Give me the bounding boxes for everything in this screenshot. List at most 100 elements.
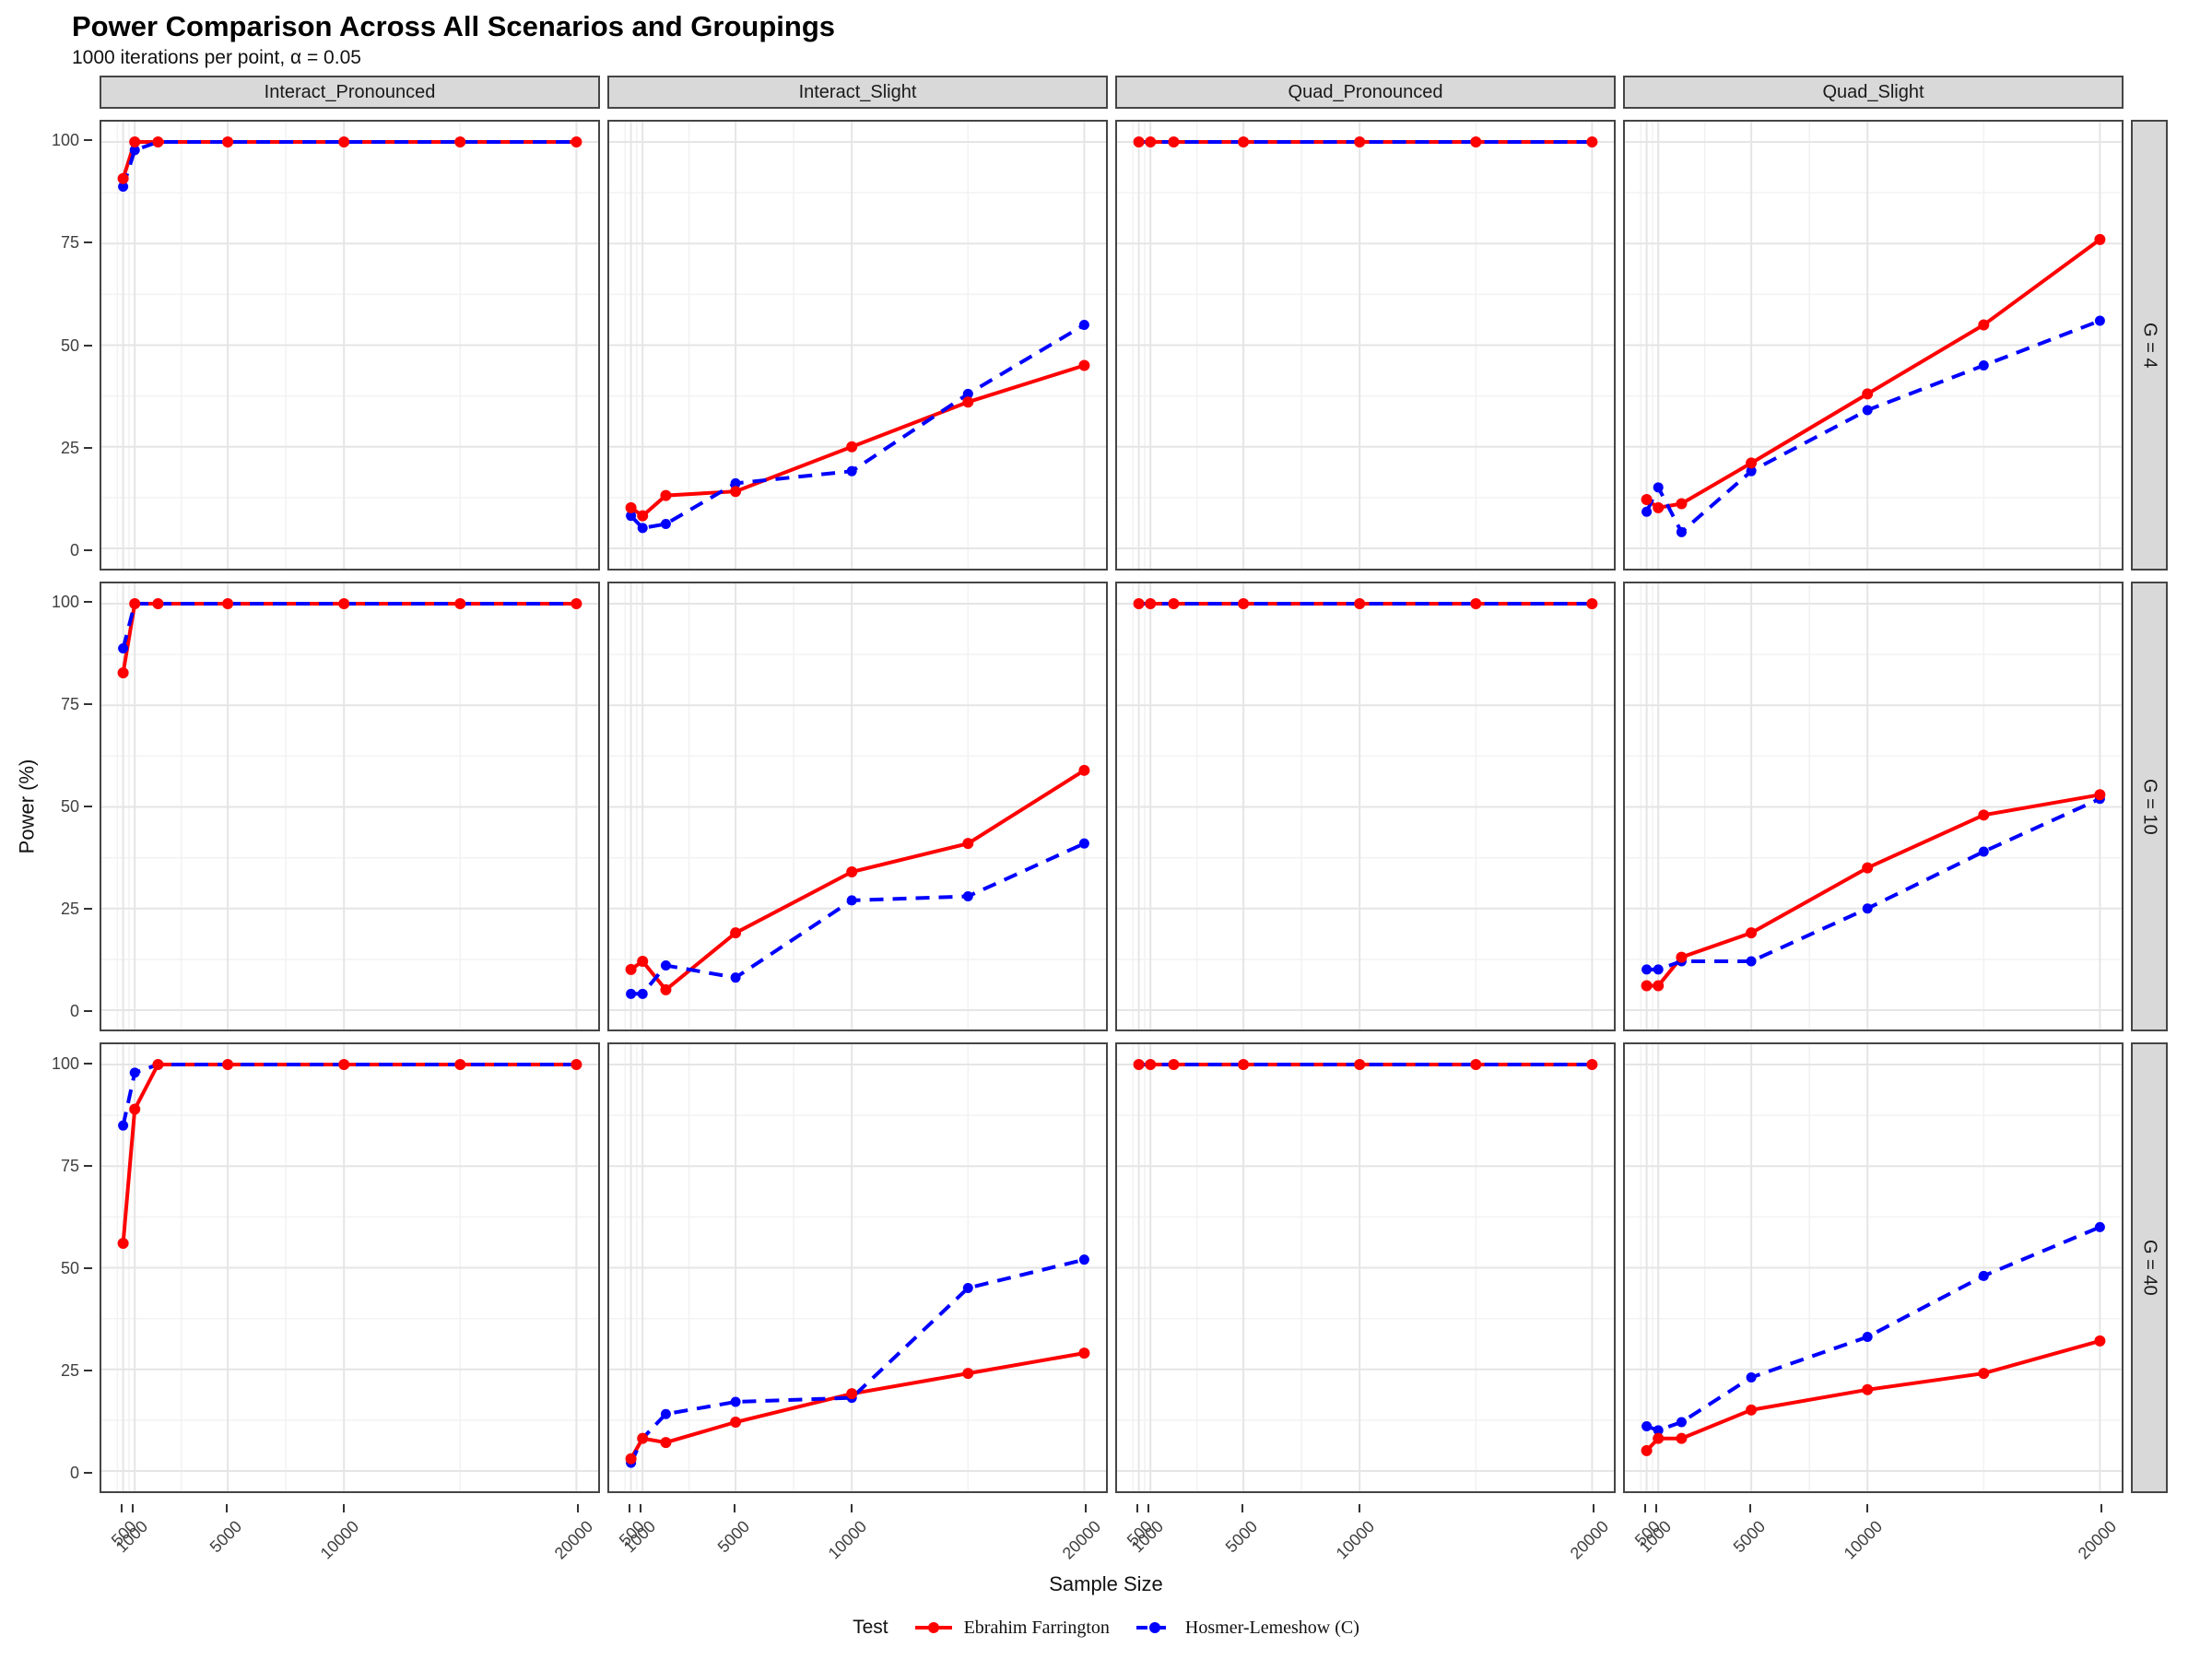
row-strip: G = 40 (2131, 1042, 2168, 1493)
y-tick-label: 100 (51, 1053, 79, 1073)
facet-panel (1623, 120, 2124, 571)
x-tick-mark (1749, 1503, 1752, 1512)
y-tick-label: 25 (60, 900, 79, 919)
page-subtitle: 1000 iterations per point, α = 0.05 (72, 47, 361, 68)
col-strip-label: Interact_Pronounced (264, 81, 436, 102)
x-tick-label: 10000 (316, 1516, 363, 1563)
col-strip-label: Interact_Slight (798, 81, 917, 102)
x-tick-mark (640, 1503, 642, 1512)
y-tick-mark (84, 1266, 92, 1269)
y-tick-mark (84, 1062, 92, 1065)
x-axis-title: Sample Size (1049, 1572, 1163, 1595)
x-tick-mark (343, 1503, 346, 1512)
legend-item-label: Hosmer-Lemeshow (C) (1184, 1617, 1359, 1638)
x-tick-mark (851, 1503, 853, 1512)
x-tick-label: 5000 (713, 1516, 754, 1557)
x-tick-label: 10000 (1840, 1516, 1887, 1563)
x-tick-mark (1593, 1503, 1595, 1512)
col-strip: Interact_Slight (607, 76, 1108, 109)
col-strip-label: Quad_Pronounced (1288, 81, 1443, 102)
facet-panel (100, 1042, 600, 1493)
y-tick-mark (84, 1010, 92, 1013)
x-tick-mark (1655, 1503, 1658, 1512)
x-tick-label: 5000 (1221, 1516, 1262, 1557)
facet-panel (100, 581, 600, 1032)
legend-title: Test (853, 1617, 888, 1638)
x-tick-mark (734, 1503, 736, 1512)
y-tick-mark (84, 139, 92, 142)
x-tick-gutter: 500 1000 5000 10000 20000 (100, 1503, 600, 1572)
legend: Test Ebrahim Farrington Hosmer-Lemeshow (… (0, 1604, 2212, 1652)
legend-key-ef (914, 1622, 952, 1633)
y-tick-label: 0 (69, 1002, 79, 1021)
y-tick-mark (84, 703, 92, 706)
col-strip: Quad_Slight (1623, 76, 2124, 109)
x-tick-label: 20000 (1566, 1516, 1613, 1563)
y-tick-label: 75 (60, 1156, 79, 1175)
y-tick-label: 25 (60, 1360, 79, 1380)
y-tick-mark (84, 241, 92, 244)
y-tick-label: 75 (60, 695, 79, 714)
x-tick-label: 1000 (112, 1516, 152, 1557)
col-strip: Interact_Pronounced (100, 76, 600, 109)
x-tick-mark (1866, 1503, 1869, 1512)
y-tick-label: 0 (69, 540, 79, 559)
row-strip-label: G = 10 (2139, 778, 2160, 835)
y-tick-mark (84, 1472, 92, 1475)
page-title: Power Comparison Across All Scenarios an… (72, 10, 835, 42)
x-tick-label: 10000 (824, 1516, 871, 1563)
y-tick-mark (84, 548, 92, 551)
y-tick-mark (84, 1164, 92, 1167)
facet-panel (1623, 1042, 2124, 1493)
y-tick-label: 75 (60, 233, 79, 253)
y-tick-mark (84, 908, 92, 911)
y-tick-gutter: 0 25 50 75 100 (50, 582, 92, 1032)
facet-panel (1623, 581, 2124, 1032)
x-tick-mark (120, 1503, 123, 1512)
x-tick-mark (226, 1503, 229, 1512)
x-tick-mark (628, 1503, 630, 1512)
y-tick-gutter: 0 25 50 75 100 (50, 1042, 92, 1493)
y-tick-mark (84, 806, 92, 808)
facet-panel (607, 1042, 1108, 1493)
x-tick-mark (132, 1503, 135, 1512)
legend-item: Ebrahim Farrington (912, 1617, 1110, 1639)
x-tick-label: 1000 (1636, 1516, 1676, 1557)
facet-panel (607, 120, 1108, 571)
x-tick-label: 5000 (206, 1516, 246, 1557)
y-tick-mark (84, 600, 92, 603)
x-tick-mark (1359, 1503, 1361, 1512)
x-tick-mark (1085, 1503, 1088, 1512)
col-strip: Quad_Pronounced (1115, 76, 1616, 109)
facet-grid: Power (%) Interact_Pronounced Interact_Sli… (0, 72, 2212, 1572)
y-tick-gutter: 0 25 50 75 100 (50, 120, 92, 571)
legend-key-hl (1135, 1622, 1173, 1633)
y-tick-label: 25 (60, 438, 79, 457)
x-tick-mark (2100, 1503, 2103, 1512)
x-tick-mark (577, 1503, 580, 1512)
y-tick-label: 50 (60, 797, 79, 817)
x-tick-gutter: 500 1000 5000 10000 20000 (607, 1503, 1108, 1572)
x-tick-gutter: 500 1000 5000 10000 20000 (1623, 1503, 2124, 1572)
x-tick-gutter: 500 1000 5000 10000 20000 (1115, 1503, 1616, 1572)
row-strip: G = 4 (2131, 120, 2168, 571)
facet-panel (1115, 1042, 1616, 1493)
legend-item: Hosmer-Lemeshow (C) (1134, 1617, 1359, 1639)
facet-panel (1115, 581, 1616, 1032)
facet-panel (1115, 120, 1616, 571)
y-tick-label: 0 (69, 1464, 79, 1483)
y-tick-mark (84, 344, 92, 347)
y-axis-label-text: Power (%) (15, 759, 38, 854)
row-strip-label: G = 4 (2139, 322, 2160, 369)
row-strip: G = 10 (2131, 581, 2168, 1032)
x-tick-label: 20000 (550, 1516, 597, 1563)
x-tick-label: 20000 (1058, 1516, 1105, 1563)
x-tick-label: 1000 (620, 1516, 660, 1557)
col-strip-label: Quad_Slight (1822, 81, 1924, 102)
facet-panel (607, 581, 1108, 1032)
y-axis-label: Power (%) (11, 120, 42, 1493)
x-tick-mark (1147, 1503, 1150, 1512)
x-tick-mark (1135, 1503, 1138, 1512)
facet-panel (100, 120, 600, 571)
y-tick-mark (84, 1369, 92, 1371)
